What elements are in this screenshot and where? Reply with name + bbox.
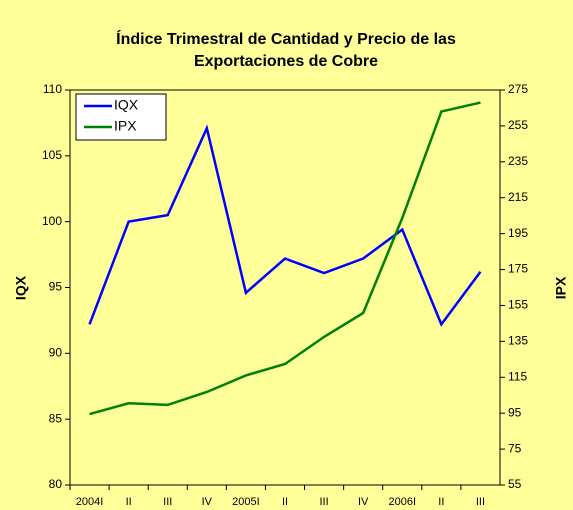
- y2-tick-label: 215: [508, 190, 528, 204]
- legend-label: IPX: [114, 118, 137, 134]
- y2-tick-label: 255: [508, 118, 528, 132]
- y-tick-label: 95: [49, 280, 63, 294]
- y2-tick-label: 155: [508, 298, 528, 312]
- y2-tick-label: 95: [508, 405, 522, 419]
- y2-tick-label: 275: [508, 82, 528, 96]
- x-tick-label: IV: [202, 496, 213, 508]
- y-tick-label: 105: [42, 148, 62, 162]
- chart-title: Índice Trimestral de Cantidad y Precio d…: [116, 29, 456, 48]
- y-tick-label: 100: [42, 214, 62, 228]
- x-tick-label: 2006I: [389, 496, 417, 508]
- y2-tick-label: 195: [508, 226, 528, 240]
- series-line: [88, 124, 482, 327]
- x-tick-label: IV: [358, 496, 369, 508]
- x-tick-label: 2004I: [76, 496, 104, 508]
- plot-area: [69, 89, 501, 486]
- x-tick-label: 2005I: [232, 496, 260, 508]
- x-tick-label: III: [320, 496, 329, 508]
- y2-tick-label: 175: [508, 262, 528, 276]
- series-line: [89, 101, 481, 416]
- legend-box: [75, 93, 167, 141]
- legend-label: IQX: [114, 97, 139, 113]
- y-tick-label: 90: [49, 346, 63, 360]
- y2-axis-label: IPX: [553, 276, 569, 299]
- y-axis-label: IQX: [13, 275, 29, 300]
- y2-tick-label: 135: [508, 334, 528, 348]
- chart-title: Exportaciones de Cobre: [194, 53, 378, 70]
- x-tick-label: II: [282, 496, 288, 508]
- y2-tick-label: 75: [508, 441, 522, 455]
- x-tick-label: II: [126, 496, 132, 508]
- y2-tick-label: 235: [508, 154, 528, 168]
- y2-tick-label: 55: [508, 477, 522, 491]
- x-tick-label: III: [163, 496, 172, 508]
- y-tick-label: 85: [49, 411, 63, 425]
- y-tick-label: 80: [49, 477, 63, 491]
- x-tick-label: III: [476, 496, 485, 508]
- y-tick-label: 110: [43, 82, 62, 96]
- y2-tick-label: 115: [508, 369, 527, 383]
- x-tick-label: II: [438, 496, 444, 508]
